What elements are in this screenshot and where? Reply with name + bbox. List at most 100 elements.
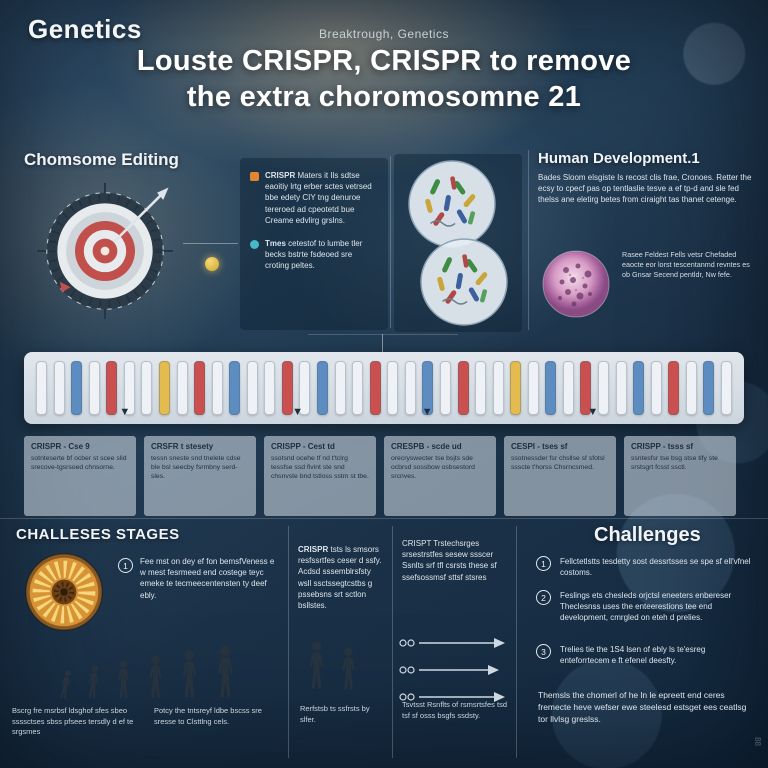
bullet-label: Tmes (265, 238, 286, 248)
chromosome-bar (369, 361, 381, 415)
crispr-note-title: CRISPP - Cest td (271, 442, 335, 451)
chromosome-bar (510, 361, 522, 415)
crispr-note-text: tessn sneste snd tnelete cdse ble bsl se… (151, 455, 241, 481)
evolution-figures (12, 640, 284, 700)
chromosome-bar (281, 361, 293, 415)
main-title-line1: Louste CRISPR, CRISPR to remove (136, 45, 632, 77)
marker-arrow-icon: ▼ (587, 406, 599, 418)
cell-chromosomes-icon (418, 236, 510, 328)
crispr-note-title: CRESPB - scde ud (391, 442, 462, 451)
divider (516, 526, 517, 758)
challenges-footer: Themsls the chomerl of he ln le epreett … (538, 690, 747, 724)
crispr-note-title: CRISPR - Cse 9 (31, 442, 90, 451)
sunburst-icon (25, 553, 103, 631)
divider (392, 526, 393, 758)
challenge-number-badge: 1 (536, 556, 551, 571)
middle-text-block: CRISPR tsts ls smsors resfssrtfes ceser … (298, 544, 384, 611)
crispr-note-text: ssntesfsr tse bsg stse tify ste srstsgrt… (631, 455, 718, 472)
arrow-row (398, 636, 510, 655)
bracket-line (308, 334, 458, 335)
chromosome-bar (264, 361, 276, 415)
person-icon (339, 647, 358, 692)
chromosome-bar (475, 361, 487, 415)
chromosome-bar (317, 361, 328, 415)
chromosome-bar (598, 361, 609, 415)
human-paragraph-1: Bades Sloom elsgiste Is recost clis frae… (538, 173, 752, 205)
divider (288, 526, 289, 758)
crispr-note-2: CRSFR t stesety tessn sneste snd tnelete… (144, 436, 256, 516)
marker-arrow-icon: ▼ (292, 406, 304, 418)
crispr-note-title: CRSFR t stesety (151, 442, 214, 451)
stages-caption-right: Potcy the tntsreyf ldbe bscss sre sresse… (154, 706, 262, 726)
standing-figures (306, 636, 358, 692)
karyotype-band (24, 352, 744, 424)
chromosome-bar (229, 361, 241, 415)
chromosome-bar (633, 361, 645, 415)
chromosome-bar (668, 361, 680, 415)
chromosome-bar (106, 361, 118, 415)
chromosome-bar (194, 361, 206, 415)
chromosome-bar (53, 361, 65, 415)
cell-illustration-panel (394, 154, 522, 332)
crispr-note-title: CRISPP - tsss sf (631, 442, 694, 451)
chromosome-bar (545, 361, 557, 415)
chromosome-bar (685, 361, 697, 415)
chromosome-bar (71, 361, 83, 415)
stages-caption-left: Bscrg fre msrbsf ldsghof sfes sbeo ssssc… (12, 706, 134, 736)
middle-caption: Rerfstsb ts ssfrsts by slfer. (300, 704, 370, 724)
karyotype-wrap: ▼ ▼ ▼ ▼ (24, 352, 744, 424)
chromosome-bar (352, 361, 364, 415)
kicker-text: Breaktrough, Genetics (319, 27, 449, 41)
target-diagram-icon (37, 183, 173, 319)
embryo-cell-icon (542, 250, 610, 318)
section-heading-stages: CHALLESES STAGES (16, 526, 180, 543)
connector-line (183, 243, 238, 244)
bracket-line (382, 334, 383, 352)
brand-title: Genetics (28, 14, 142, 44)
section-heading-editing: Chomsome Editing (24, 150, 179, 169)
crispr-note-6: CRISPP - tsss sf ssntesfsr tse bsg stse … (624, 436, 736, 516)
marker-arrow-icon: ▼ (119, 406, 131, 418)
teal-bullet-icon (250, 239, 259, 249)
chromosome-bar (158, 361, 170, 415)
crispr-note-title: CESPI - tses sf (511, 442, 568, 451)
crispr-note-1: CRISPR - Cse 9 sotnteserte bf ocber st s… (24, 436, 136, 516)
person-icon (179, 650, 200, 700)
person-icon (214, 645, 237, 700)
crispr-note-3: CRISPP - Cest td ssotsnd ocehe tf nd t't… (264, 436, 376, 516)
stage-item-text: Fee mst on dey ef fon bemsfVeness e w me… (140, 557, 275, 600)
chromosome-bar (299, 361, 311, 415)
arrow-icon (399, 665, 499, 675)
chromosome-bar (141, 361, 153, 415)
arrows-text-block: CRISPT Trstechsrges srsestrstfes sesew s… (402, 539, 497, 582)
chromosome-bar (439, 361, 451, 415)
chromosome-bar (387, 361, 399, 415)
crispr-note-text: orecryswecter tse bsjts sde ocbrsd sossb… (391, 455, 475, 481)
chromosome-bar (580, 361, 592, 415)
crispr-note-5: CESPI - tses sf ssotnessder fsr chsllse … (504, 436, 616, 516)
chromosome-bar (703, 361, 715, 415)
chromosome-bar (404, 361, 416, 415)
chromosome-bar (562, 361, 574, 415)
arrow-row (398, 663, 510, 682)
middle-lead: CRISPR (298, 545, 329, 554)
yellow-dot-icon (205, 257, 219, 271)
watermark: 88 (753, 737, 762, 746)
challenge-item-text: Feslings ets chesleds orjctsl eneeters e… (560, 591, 732, 623)
crispr-note-text: ssotsnd ocehe tf nd t'tclrg tessfse ssd … (271, 455, 369, 481)
chromosome-bar (720, 361, 732, 415)
divider (528, 150, 529, 330)
chromosome-bar (457, 361, 469, 415)
bullet-text: cetestof to lumbe tler becks bstrte fsde… (265, 238, 363, 271)
crispr-note-4: CRESPB - scde ud orecryswecter tse bsjts… (384, 436, 496, 516)
editing-bullet-1: CRISPR Maters it Ils sdtse eaoitiy lrtg … (250, 170, 378, 226)
editing-bullet-2: Tmes cetestof to lumbe tler becks bstrte… (250, 238, 378, 272)
chromosome-bar (334, 361, 346, 415)
orange-bullet-icon (250, 172, 259, 181)
crispr-note-text: ssotnessder fsr chsllse sf sfotsl ssscte… (511, 455, 605, 472)
challenge-item-text: Fellctetlstts tesdetty sost dessrtsses s… (560, 557, 751, 578)
main-title-line2: the extra choromosomne 21 (186, 81, 582, 113)
marker-arrow-icon: ▼ (421, 406, 433, 418)
challenge-number-badge: 3 (536, 644, 551, 659)
stage-number-badge: 1 (118, 558, 133, 573)
